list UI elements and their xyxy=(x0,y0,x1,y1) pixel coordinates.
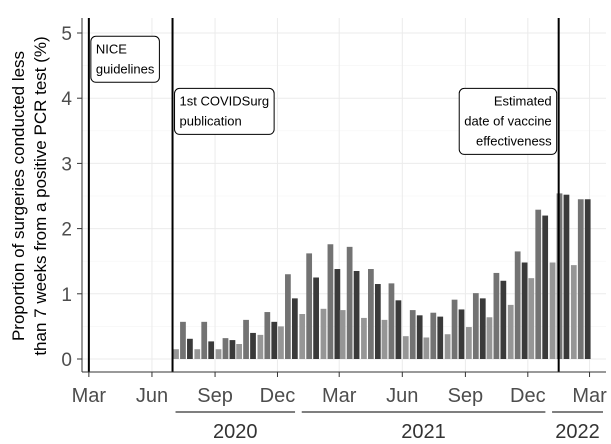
bar xyxy=(339,310,346,359)
y-axis-title-line: than 7 weeks from a positive PCR test (%… xyxy=(31,36,50,355)
bar xyxy=(423,337,430,359)
bar xyxy=(507,304,514,359)
bar xyxy=(563,194,570,359)
bar xyxy=(285,274,291,359)
annotation-label: NICE guidelines xyxy=(90,35,160,83)
bar xyxy=(173,349,179,359)
bar xyxy=(361,317,367,359)
bar xyxy=(194,349,201,359)
annotation-box xyxy=(90,35,160,83)
y-tick-label: 4 xyxy=(61,89,72,110)
year-label: 2021 xyxy=(401,421,446,443)
bar xyxy=(402,336,409,359)
year-label: 2020 xyxy=(213,421,258,443)
y-axis-title-line: Proportion of surgeries conducted less xyxy=(9,51,28,341)
bar xyxy=(353,270,360,359)
y-tick-label: 3 xyxy=(61,154,72,175)
bar xyxy=(493,272,500,359)
bar xyxy=(500,280,507,359)
bar xyxy=(381,319,388,359)
annotation-box xyxy=(458,87,558,155)
annotation-text-line: NICE xyxy=(96,41,127,56)
bar xyxy=(320,308,327,359)
bar xyxy=(250,332,256,359)
bar xyxy=(416,315,423,359)
axes: 0 1 2 3 4 5 Mar Jun Sep Dec Mar Jun Sep Dec Mar 2020 202… xyxy=(61,18,607,443)
bar xyxy=(528,278,535,359)
bar xyxy=(409,310,416,359)
bar xyxy=(486,317,493,359)
bar xyxy=(388,283,395,359)
bar xyxy=(278,326,284,359)
bar xyxy=(229,340,236,359)
bar xyxy=(257,334,264,359)
x-tick-label: Jun xyxy=(386,385,418,407)
x-tick-label: Mar xyxy=(72,385,107,407)
bar xyxy=(465,327,472,359)
bar xyxy=(451,299,458,359)
annotation-boxes: NICE guidelines 1st COVIDSurg publication Es… xyxy=(90,35,558,155)
bar xyxy=(271,321,278,359)
annotation-text-line: Estimated xyxy=(494,93,552,108)
bar xyxy=(222,338,229,359)
bar xyxy=(299,314,306,359)
bar xyxy=(514,251,521,359)
annotation-text-line: publication xyxy=(180,113,242,128)
bar xyxy=(584,199,591,359)
y-tick-label: 1 xyxy=(61,285,72,306)
bar xyxy=(180,321,186,359)
bar xyxy=(291,298,298,359)
y-axis-title: Proportion of surgeries conducted less th… xyxy=(9,36,50,355)
annotation-lines xyxy=(87,18,560,372)
bar xyxy=(535,209,542,359)
bar xyxy=(458,309,465,359)
annotation-text-line: 1st COVIDSurg xyxy=(180,93,270,108)
bar xyxy=(334,269,341,359)
bar xyxy=(346,246,353,359)
bar xyxy=(208,341,215,359)
annotation-text-line: guidelines xyxy=(96,61,155,76)
bar xyxy=(395,300,402,359)
annotation-label: Estimated date of vaccine effectiveness xyxy=(458,87,558,155)
bar xyxy=(472,293,479,359)
bar xyxy=(264,312,271,359)
x-tick-label: Sep xyxy=(197,385,233,407)
bar xyxy=(306,253,313,359)
x-tick-label: Dec xyxy=(260,385,296,407)
bar xyxy=(479,298,486,359)
x-tick-label: Mar xyxy=(322,385,357,407)
bar xyxy=(187,338,193,359)
bar xyxy=(549,262,556,359)
annotation-label: 1st COVIDSurg publication xyxy=(174,87,275,135)
bars-layer xyxy=(173,193,591,359)
bar xyxy=(430,312,437,359)
bar xyxy=(215,349,222,359)
annotation-text-line: effectiveness xyxy=(476,133,552,148)
bar xyxy=(437,316,444,359)
x-tick-label: Mar xyxy=(572,385,607,407)
bar xyxy=(313,277,319,359)
bar xyxy=(243,319,249,359)
annotation-box xyxy=(174,87,275,135)
y-tick-label: 5 xyxy=(61,24,72,45)
y-tick-label: 0 xyxy=(61,350,72,371)
x-tick-label: Sep xyxy=(448,385,484,407)
bar xyxy=(374,284,381,359)
bar xyxy=(444,334,451,359)
bar xyxy=(368,269,374,359)
year-label: 2022 xyxy=(555,421,600,443)
annotation-text-line: date of vaccine xyxy=(464,113,551,128)
bar xyxy=(542,215,549,359)
x-tick-label: Jun xyxy=(136,385,168,407)
bar xyxy=(577,199,584,359)
y-tick-label: 2 xyxy=(61,220,72,241)
bar xyxy=(201,321,208,359)
x-tick-label: Dec xyxy=(510,385,546,407)
bar xyxy=(521,262,528,359)
bar xyxy=(327,244,334,359)
bar xyxy=(236,344,242,359)
bar xyxy=(570,265,577,359)
